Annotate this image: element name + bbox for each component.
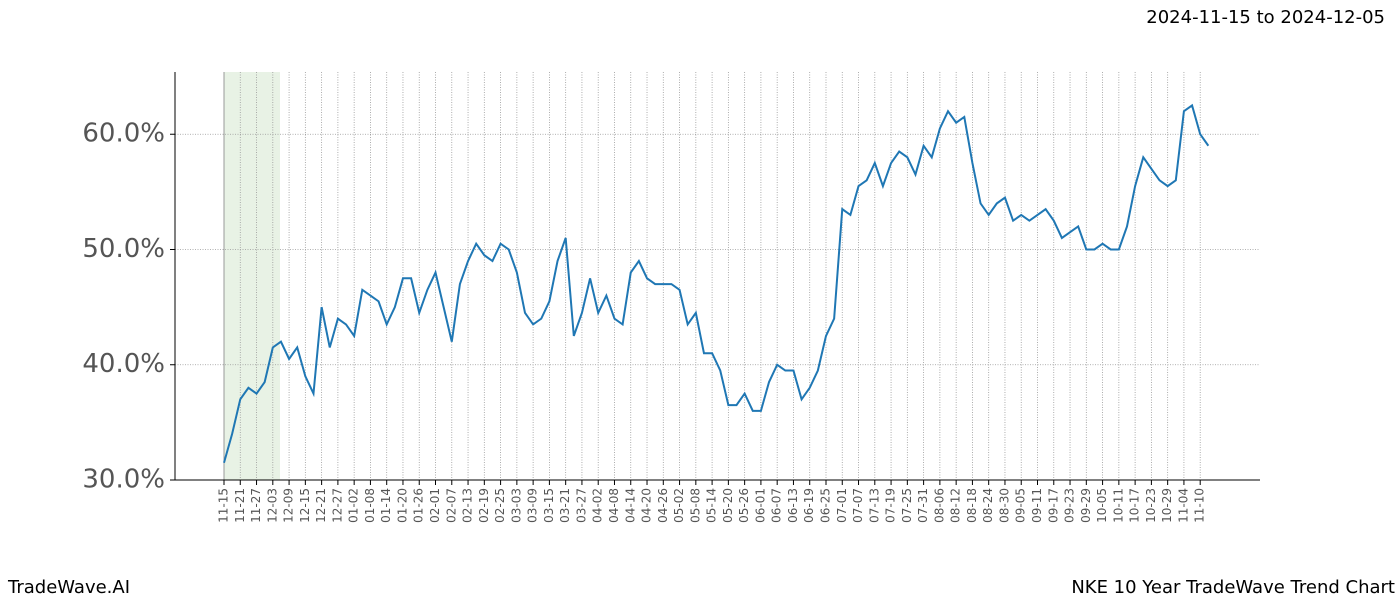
x-tick-label: 11-21	[233, 488, 247, 523]
x-tick-label: 06-19	[802, 488, 816, 523]
x-tick-label: 04-14	[623, 488, 637, 523]
x-tick-label: 08-12	[949, 488, 963, 523]
y-tick-label: 40.0%	[82, 349, 165, 379]
x-tick-label: 01-14	[379, 488, 393, 523]
x-tick-label: 01-02	[347, 488, 361, 523]
x-tick-label: 09-23	[1063, 488, 1077, 523]
x-tick-label: 10-05	[1095, 488, 1109, 523]
x-tick-label: 02-07	[444, 488, 458, 523]
x-tick-label: 06-01	[753, 488, 767, 523]
x-tick-label: 03-21	[558, 488, 572, 523]
y-tick-label: 30.0%	[82, 465, 165, 495]
x-tick-label: 12-03	[265, 488, 279, 523]
x-tick-label: 05-08	[688, 488, 702, 523]
line-series	[223, 103, 1210, 463]
x-tick-label: 05-14	[705, 488, 719, 523]
x-tick-label: 02-01	[428, 488, 442, 523]
x-tick-label: 10-23	[1144, 488, 1158, 523]
x-tick-label: 07-01	[835, 488, 849, 523]
x-tick-label: 07-07	[851, 488, 865, 523]
x-tick-label: 03-15	[542, 488, 556, 523]
x-tick-label: 01-26	[412, 488, 426, 523]
x-tick-label: 11-04	[1176, 488, 1190, 523]
x-tick-label: 02-13	[461, 488, 475, 523]
x-tick-label: 01-20	[395, 488, 409, 523]
x-tick-label: 10-11	[1111, 488, 1125, 523]
y-tick-label: 60.0%	[82, 119, 165, 149]
x-tick-label: 11-15	[217, 488, 231, 523]
highlight-range	[224, 72, 280, 480]
x-tick-label: 04-20	[640, 488, 654, 523]
x-tick-label: 12-27	[330, 488, 344, 523]
x-tick-label: 06-07	[770, 488, 784, 523]
x-tick-label: 05-26	[737, 488, 751, 523]
x-tick-label: 10-17	[1128, 488, 1142, 523]
x-tick-label: 05-20	[721, 488, 735, 523]
x-tick-label: 03-27	[574, 488, 588, 523]
x-tick-label: 04-26	[656, 488, 670, 523]
x-tick-label: 03-03	[509, 488, 523, 523]
x-tick-label: 04-08	[607, 488, 621, 523]
x-tick-label: 12-21	[314, 488, 328, 523]
x-tick-label: 09-11	[1030, 488, 1044, 523]
x-tick-label: 02-25	[493, 488, 507, 523]
date-range: 2024-11-15 to 2024-12-05	[1146, 7, 1385, 28]
x-tick-label: 09-05	[1014, 488, 1028, 523]
x-tick-label: 12-15	[298, 488, 312, 523]
x-tick-label: 07-19	[884, 488, 898, 523]
x-tick-label: 05-02	[672, 488, 686, 523]
x-tick-label: 11-10	[1193, 488, 1207, 523]
x-tick-label: 09-29	[1079, 488, 1093, 523]
x-tick-label: 01-08	[363, 488, 377, 523]
x-tick-label: 04-02	[591, 488, 605, 523]
x-tick-label: 06-13	[786, 488, 800, 523]
x-tick-label: 07-31	[916, 488, 930, 523]
x-tick-label: 10-29	[1160, 488, 1174, 523]
x-tick-label: 09-17	[1046, 488, 1060, 523]
x-tick-label: 08-30	[997, 488, 1011, 523]
footer-left: TradeWave.AI	[7, 577, 130, 598]
x-tick-label: 08-18	[965, 488, 979, 523]
x-tick-label: 12-09	[282, 488, 296, 523]
x-tick-label: 08-06	[932, 488, 946, 523]
footer-right: NKE 10 Year TradeWave Trend Chart	[1071, 577, 1395, 598]
x-tick-label: 07-25	[900, 488, 914, 523]
x-tick-label: 11-27	[249, 488, 263, 523]
x-tick-label: 02-19	[477, 488, 491, 523]
x-tick-label: 03-09	[526, 488, 540, 523]
x-tick-label: 08-24	[981, 488, 995, 523]
x-tick-label: 06-25	[818, 488, 832, 523]
x-tick-label: 07-13	[867, 488, 881, 523]
y-tick-label: 50.0%	[82, 234, 165, 264]
